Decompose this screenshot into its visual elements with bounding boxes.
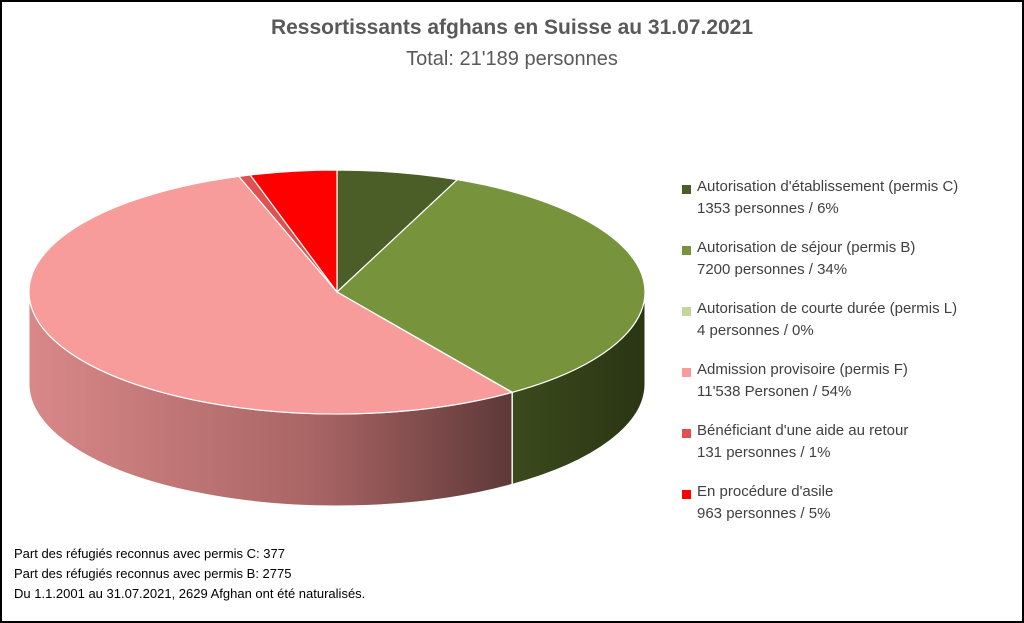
legend-detail: 963 personnes / 5% bbox=[697, 505, 831, 522]
legend-detail: 4 personnes / 0% bbox=[697, 322, 814, 339]
chart-legend: Autorisation d'établissement (permis C) 1… bbox=[682, 178, 1017, 544]
legend-detail: 131 personnes / 1% bbox=[697, 444, 831, 461]
legend-swatch bbox=[682, 490, 691, 499]
legend-item-autorisation-de-courte-duree-permis-l: Autorisation de courte durée (permis L) 4… bbox=[682, 300, 1017, 361]
chart-title: Ressortissants afghans en Suisse au 31.0… bbox=[270, 16, 754, 39]
legend-detail: 1353 personnes / 6% bbox=[697, 200, 839, 217]
note-naturalisation: Du 1.1.2001 au 31.07.2021, 2629 Afghan o… bbox=[14, 586, 366, 601]
legend-item-autorisation-de-sejour-permis-b: Autorisation de séjour (permis B) 7200 pe… bbox=[682, 239, 1017, 300]
note-permis-c: Part des réfugiés reconnus avec permis C… bbox=[14, 546, 285, 561]
legend-label: Autorisation de courte durée (permis L) bbox=[697, 300, 958, 317]
pie-slice-en-procedure-d-asile bbox=[249, 169, 338, 294]
pie-slice-admission-provisoire-permis-f bbox=[28, 175, 514, 415]
legend-label: Autorisation de séjour (permis B) bbox=[697, 239, 916, 256]
note-permis-b: Part des réfugiés reconnus avec permis B… bbox=[14, 566, 292, 581]
legend-swatch bbox=[682, 429, 691, 438]
legend-swatch bbox=[682, 246, 691, 255]
chart-notes: Part des réfugiés reconnus avec permis C… bbox=[14, 544, 365, 604]
legend-label: Admission provisoire (permis F) bbox=[697, 361, 908, 378]
chart-subtitle: Total: 21'189 personnes bbox=[406, 48, 618, 70]
legend-label: Autorisation d'établissement (permis C) bbox=[697, 178, 959, 195]
legend-item-admission-provisoire-permis-f: Admission provisoire (permis F) 11'538 Pe… bbox=[682, 361, 1017, 422]
legend-swatch bbox=[682, 307, 691, 316]
legend-item-en-procedure-d-asile: En procédure d'asile 963 personnes / 5% bbox=[682, 483, 1017, 544]
legend-swatch bbox=[682, 185, 691, 194]
legend-item-autorisation-d-etablissement-permis-c: Autorisation d'établissement (permis C) 1… bbox=[682, 178, 1017, 239]
legend-item-beneficiant-d-une-aide-au-retour: Bénéficiant d'une aide au retour 131 pers… bbox=[682, 422, 1017, 483]
legend-label: Bénéficiant d'une aide au retour bbox=[697, 422, 909, 439]
legend-label: En procédure d'asile bbox=[697, 483, 834, 500]
legend-detail: 7200 personnes / 34% bbox=[697, 261, 848, 278]
pie-slice-autorisation-de-sejour-permis-b bbox=[335, 179, 646, 393]
legend-swatch bbox=[682, 368, 691, 377]
pie-slice-autorisation-d-etablissement-permis-c bbox=[336, 169, 459, 294]
legend-detail: 11'538 Personen / 54% bbox=[697, 383, 852, 400]
